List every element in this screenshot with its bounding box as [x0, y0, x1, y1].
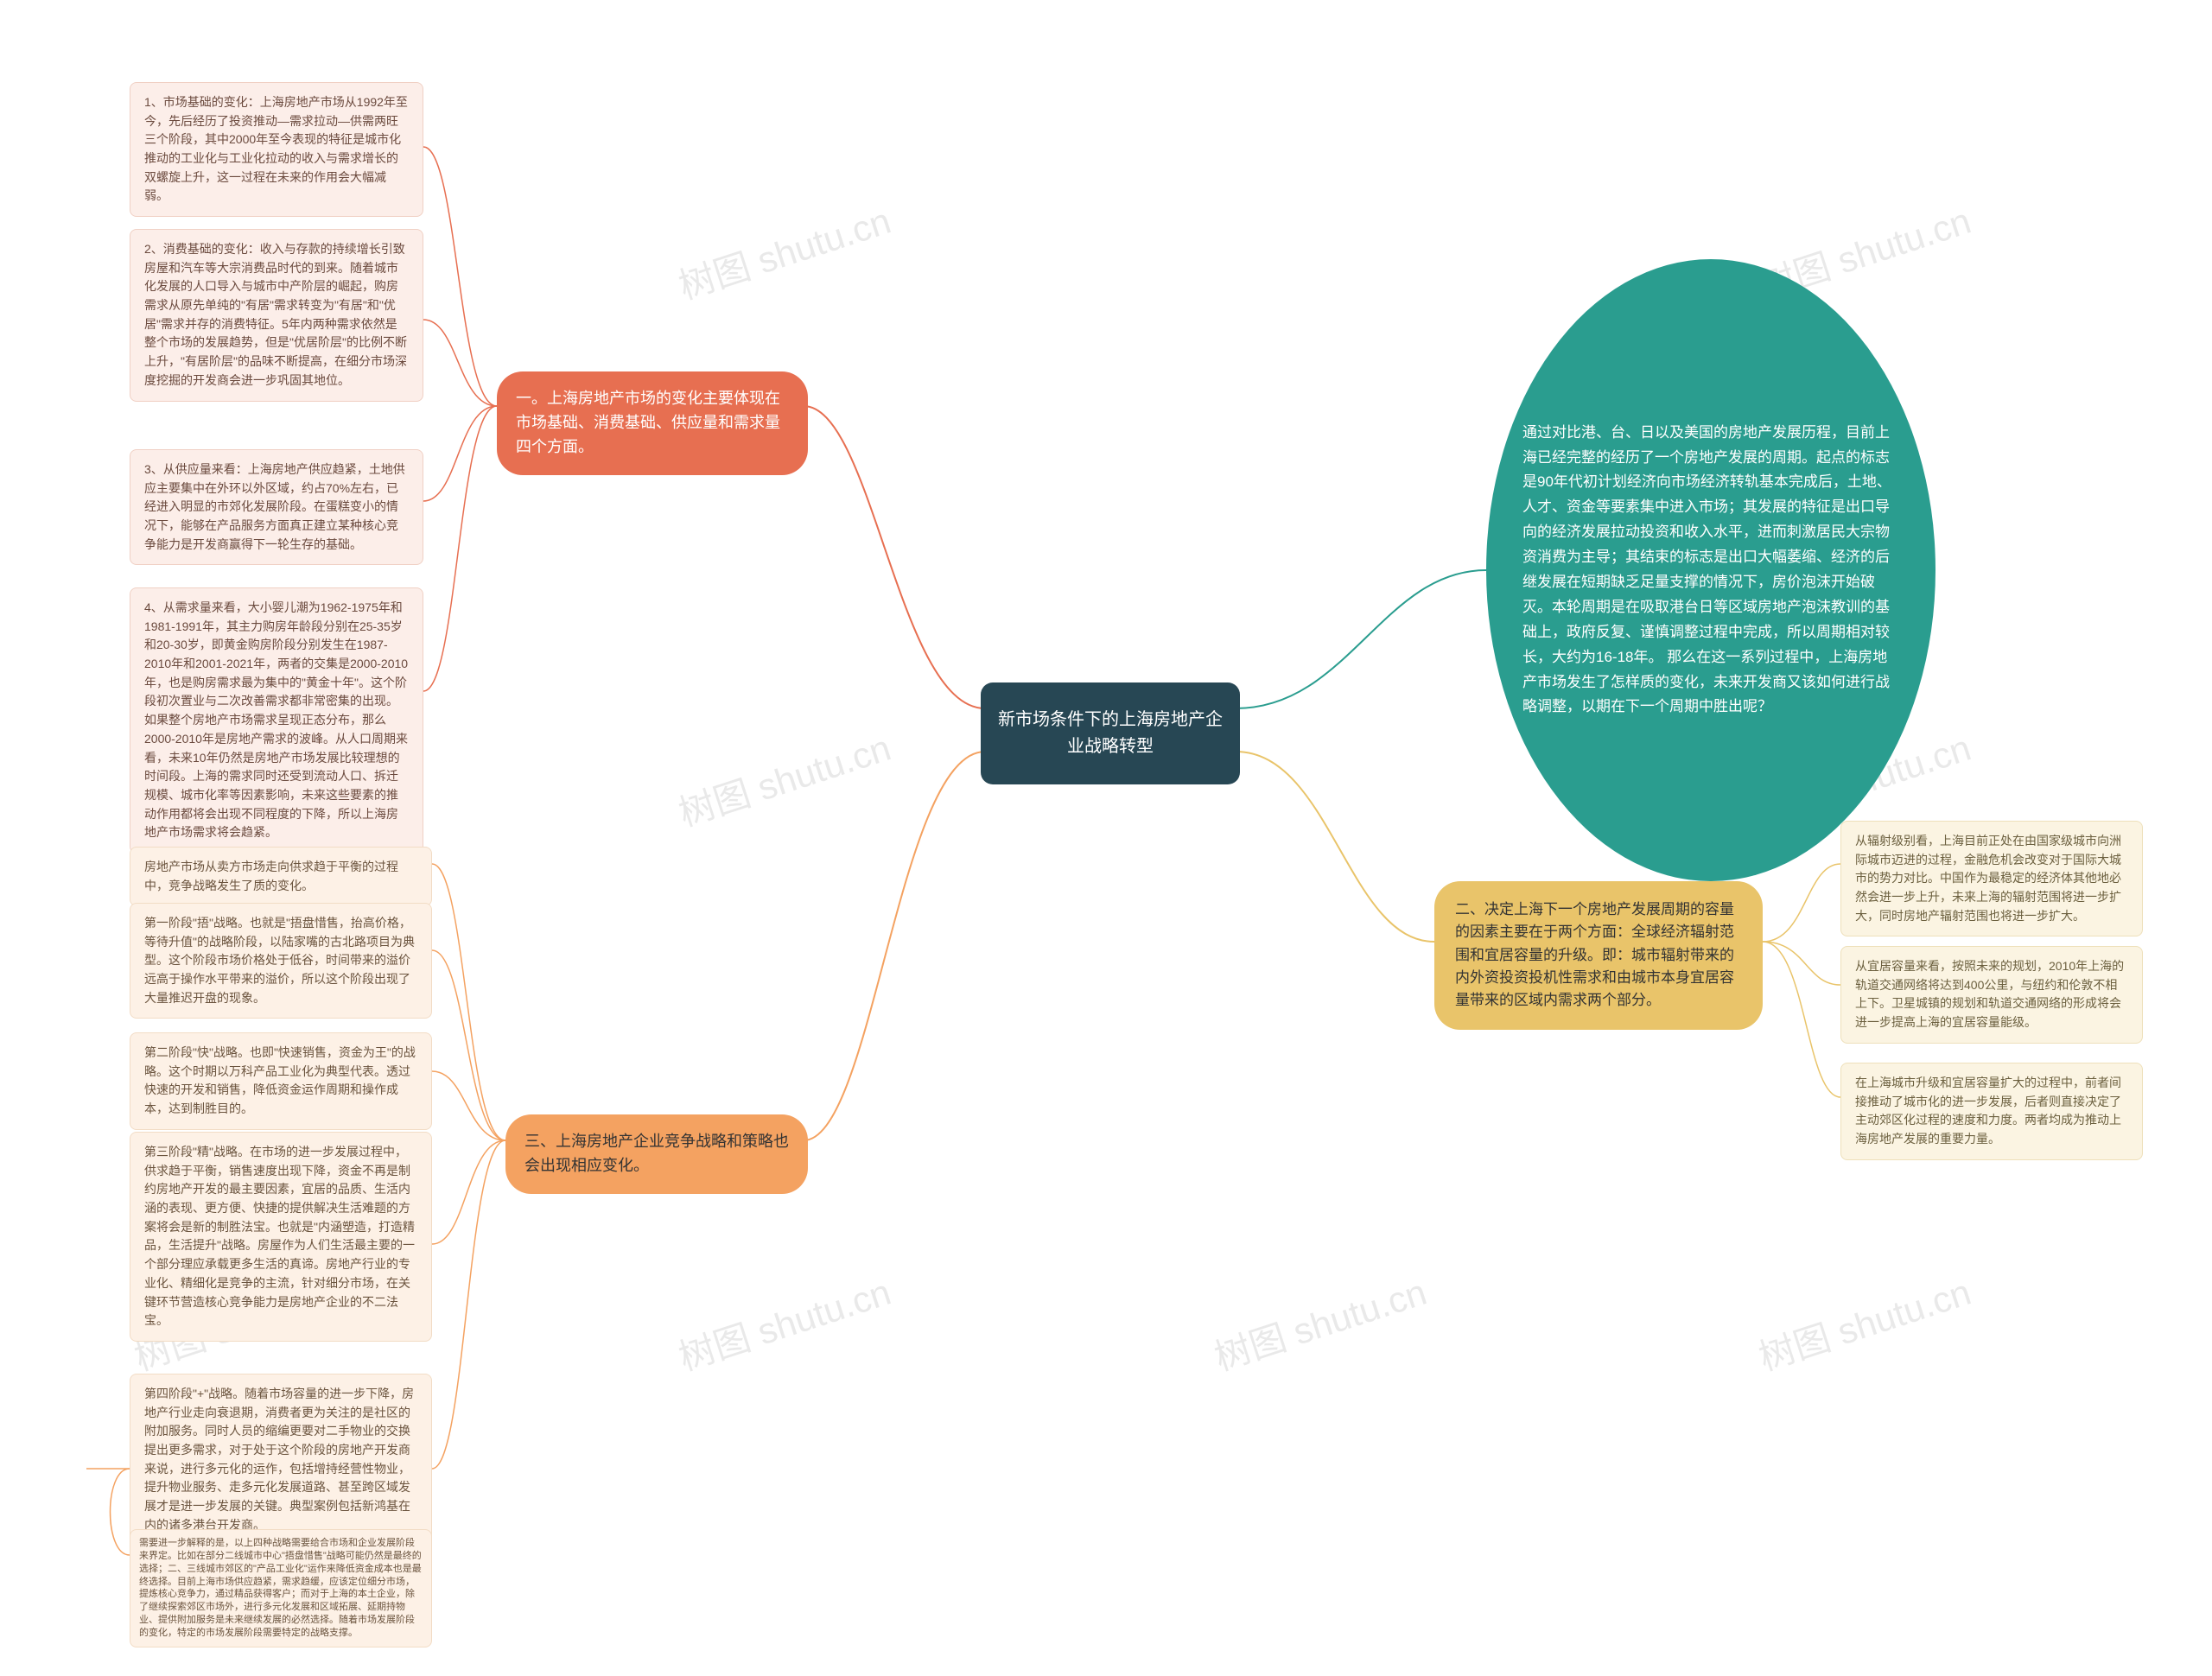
branch-1[interactable]: 一。上海房地产市场的变化主要体现在市场基础、消费基础、供应量和需求量四个方面。	[497, 371, 808, 475]
branch-1-leaf-3[interactable]: 3、从供应量来看：上海房地产供应趋紧，土地供应主要集中在外环以外区域，约占70%…	[130, 449, 423, 565]
branch-3-leaf-1[interactable]: 房地产市场从卖方市场走向供求趋于平衡的过程中，竞争战略发生了质的变化。	[130, 847, 432, 906]
branch-3-leaf-4[interactable]: 第三阶段"精"战略。在市场的进一步发展过程中，供求趋于平衡，销售速度出现下降，资…	[130, 1132, 432, 1342]
branch-2-leaf-1[interactable]: 从辐射级别看，上海目前正处在由国家级城市向洲际城市迈进的过程，金融危机会改变对于…	[1840, 821, 2143, 936]
watermark: 树图 shutu.cn	[671, 192, 897, 310]
intro-paragraph[interactable]: 通过对比港、台、日以及美国的房地产发展历程，目前上海已经完整的经历了一个房地产发…	[1486, 259, 1936, 881]
watermark: 树图 shutu.cn	[1751, 1263, 1977, 1381]
branch-1-leaf-4[interactable]: 4、从需求量来看，大小婴儿潮为1962-1975年和1981-1991年，其主力…	[130, 587, 423, 854]
branch-2-leaf-2[interactable]: 从宜居容量来看，按照未来的规划，2010年上海的轨道交通网络将达到400公里，与…	[1840, 946, 2143, 1044]
branch-1-leaf-1[interactable]: 1、市场基础的变化：上海房地产市场从1992年至今，先后经历了投资推动—需求拉动…	[130, 82, 423, 217]
branch-3-leaf-5[interactable]: 第四阶段"+"战略。随着市场容量的进一步下降，房地产行业走向衰退期，消费者更为关…	[130, 1374, 432, 1546]
branch-1-leaf-2[interactable]: 2、消费基础的变化：收入与存款的持续增长引致房屋和汽车等大宗消费品时代的到来。随…	[130, 229, 423, 402]
watermark: 树图 shutu.cn	[1207, 1263, 1433, 1381]
branch-3-leaf-2[interactable]: 第一阶段"捂"战略。也就是"捂盘惜售，抬高价格，等待升值"的战略阶段，以陆家嘴的…	[130, 903, 432, 1019]
branch-2-leaf-3[interactable]: 在上海城市升级和宜居容量扩大的过程中，前者间接推动了城市化的进一步发展，后者则直…	[1840, 1063, 2143, 1160]
watermark: 树图 shutu.cn	[671, 719, 897, 837]
branch-3[interactable]: 三、上海房地产企业竞争战略和策略也会出现相应变化。	[505, 1114, 808, 1194]
watermark: 树图 shutu.cn	[671, 1263, 897, 1381]
mindmap-canvas: 树图 shutu.cn 树图 shutu.cn 树图 shutu.cn 树图 s…	[0, 0, 2212, 1676]
intro-text: 通过对比港、台、日以及美国的房地产发展历程，目前上海已经完整的经历了一个房地产发…	[1522, 421, 1899, 721]
branch-3-leaf-3[interactable]: 第二阶段"快"战略。也即"快速销售，资金为王"的战略。这个时期以万科产品工业化为…	[130, 1032, 432, 1130]
branch-3-extra-leaf[interactable]: 需要进一步解释的是，以上四种战略需要给合市场和企业发展阶段来界定。比如在部分二线…	[130, 1529, 432, 1647]
branch-2[interactable]: 二、决定上海下一个房地产发展周期的容量的因素主要在于两个方面：全球经济辐射范围和…	[1434, 881, 1763, 1030]
center-topic[interactable]: 新市场条件下的上海房地产企业战略转型	[981, 682, 1240, 784]
